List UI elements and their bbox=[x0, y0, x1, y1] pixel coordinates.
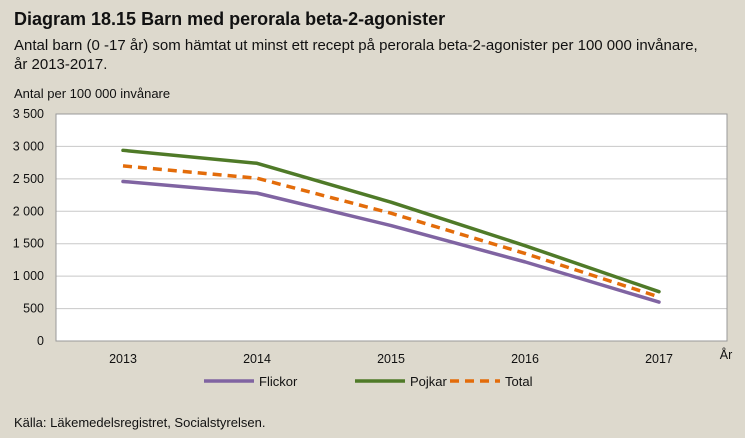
y-tick-label: 500 bbox=[23, 302, 44, 316]
legend-label-flickor: Flickor bbox=[259, 374, 298, 389]
chart-subtitle: Antal barn (0 -17 år) som hämtat ut mins… bbox=[14, 37, 698, 73]
x-axis-label: År bbox=[720, 347, 733, 362]
x-tick-label: 2013 bbox=[109, 352, 137, 366]
y-tick-label: 1 500 bbox=[13, 237, 44, 251]
x-axis-ticks: 2013 2014 2015 2016 2017 bbox=[109, 352, 673, 366]
y-tick-label: 1 000 bbox=[13, 269, 44, 283]
y-axis-label: Antal per 100 000 invånare bbox=[14, 86, 171, 101]
source-note: Källa: Läkemedelsregistret, Socialstyrel… bbox=[14, 415, 266, 430]
series-line-total bbox=[122, 164, 660, 299]
y-axis-ticks: 0 500 1 000 1 500 2 000 2 500 3 000 3 500 bbox=[13, 107, 44, 348]
y-tick-label: 0 bbox=[37, 334, 44, 348]
y-tick-label: 3 500 bbox=[13, 107, 44, 121]
legend-label-pojkar: Pojkar bbox=[410, 374, 448, 389]
y-tick-label: 3 000 bbox=[13, 139, 44, 153]
x-tick-label: 2016 bbox=[511, 352, 539, 366]
y-tick-label: 2 500 bbox=[13, 172, 44, 186]
series-lines bbox=[121, 148, 661, 304]
legend: Flickor Pojkar Total bbox=[204, 374, 533, 389]
x-tick-label: 2015 bbox=[377, 352, 405, 366]
chart-title: Diagram 18.15 Barn med perorala beta-2-a… bbox=[14, 9, 446, 29]
plot-border bbox=[55, 113, 728, 342]
series-line-pojkar bbox=[121, 148, 661, 294]
x-tick-label: 2017 bbox=[645, 352, 673, 366]
x-tick-label: 2014 bbox=[243, 352, 271, 366]
y-tick-label: 2 000 bbox=[13, 204, 44, 218]
series-line-flickor bbox=[121, 179, 661, 304]
legend-label-total: Total bbox=[505, 374, 533, 389]
